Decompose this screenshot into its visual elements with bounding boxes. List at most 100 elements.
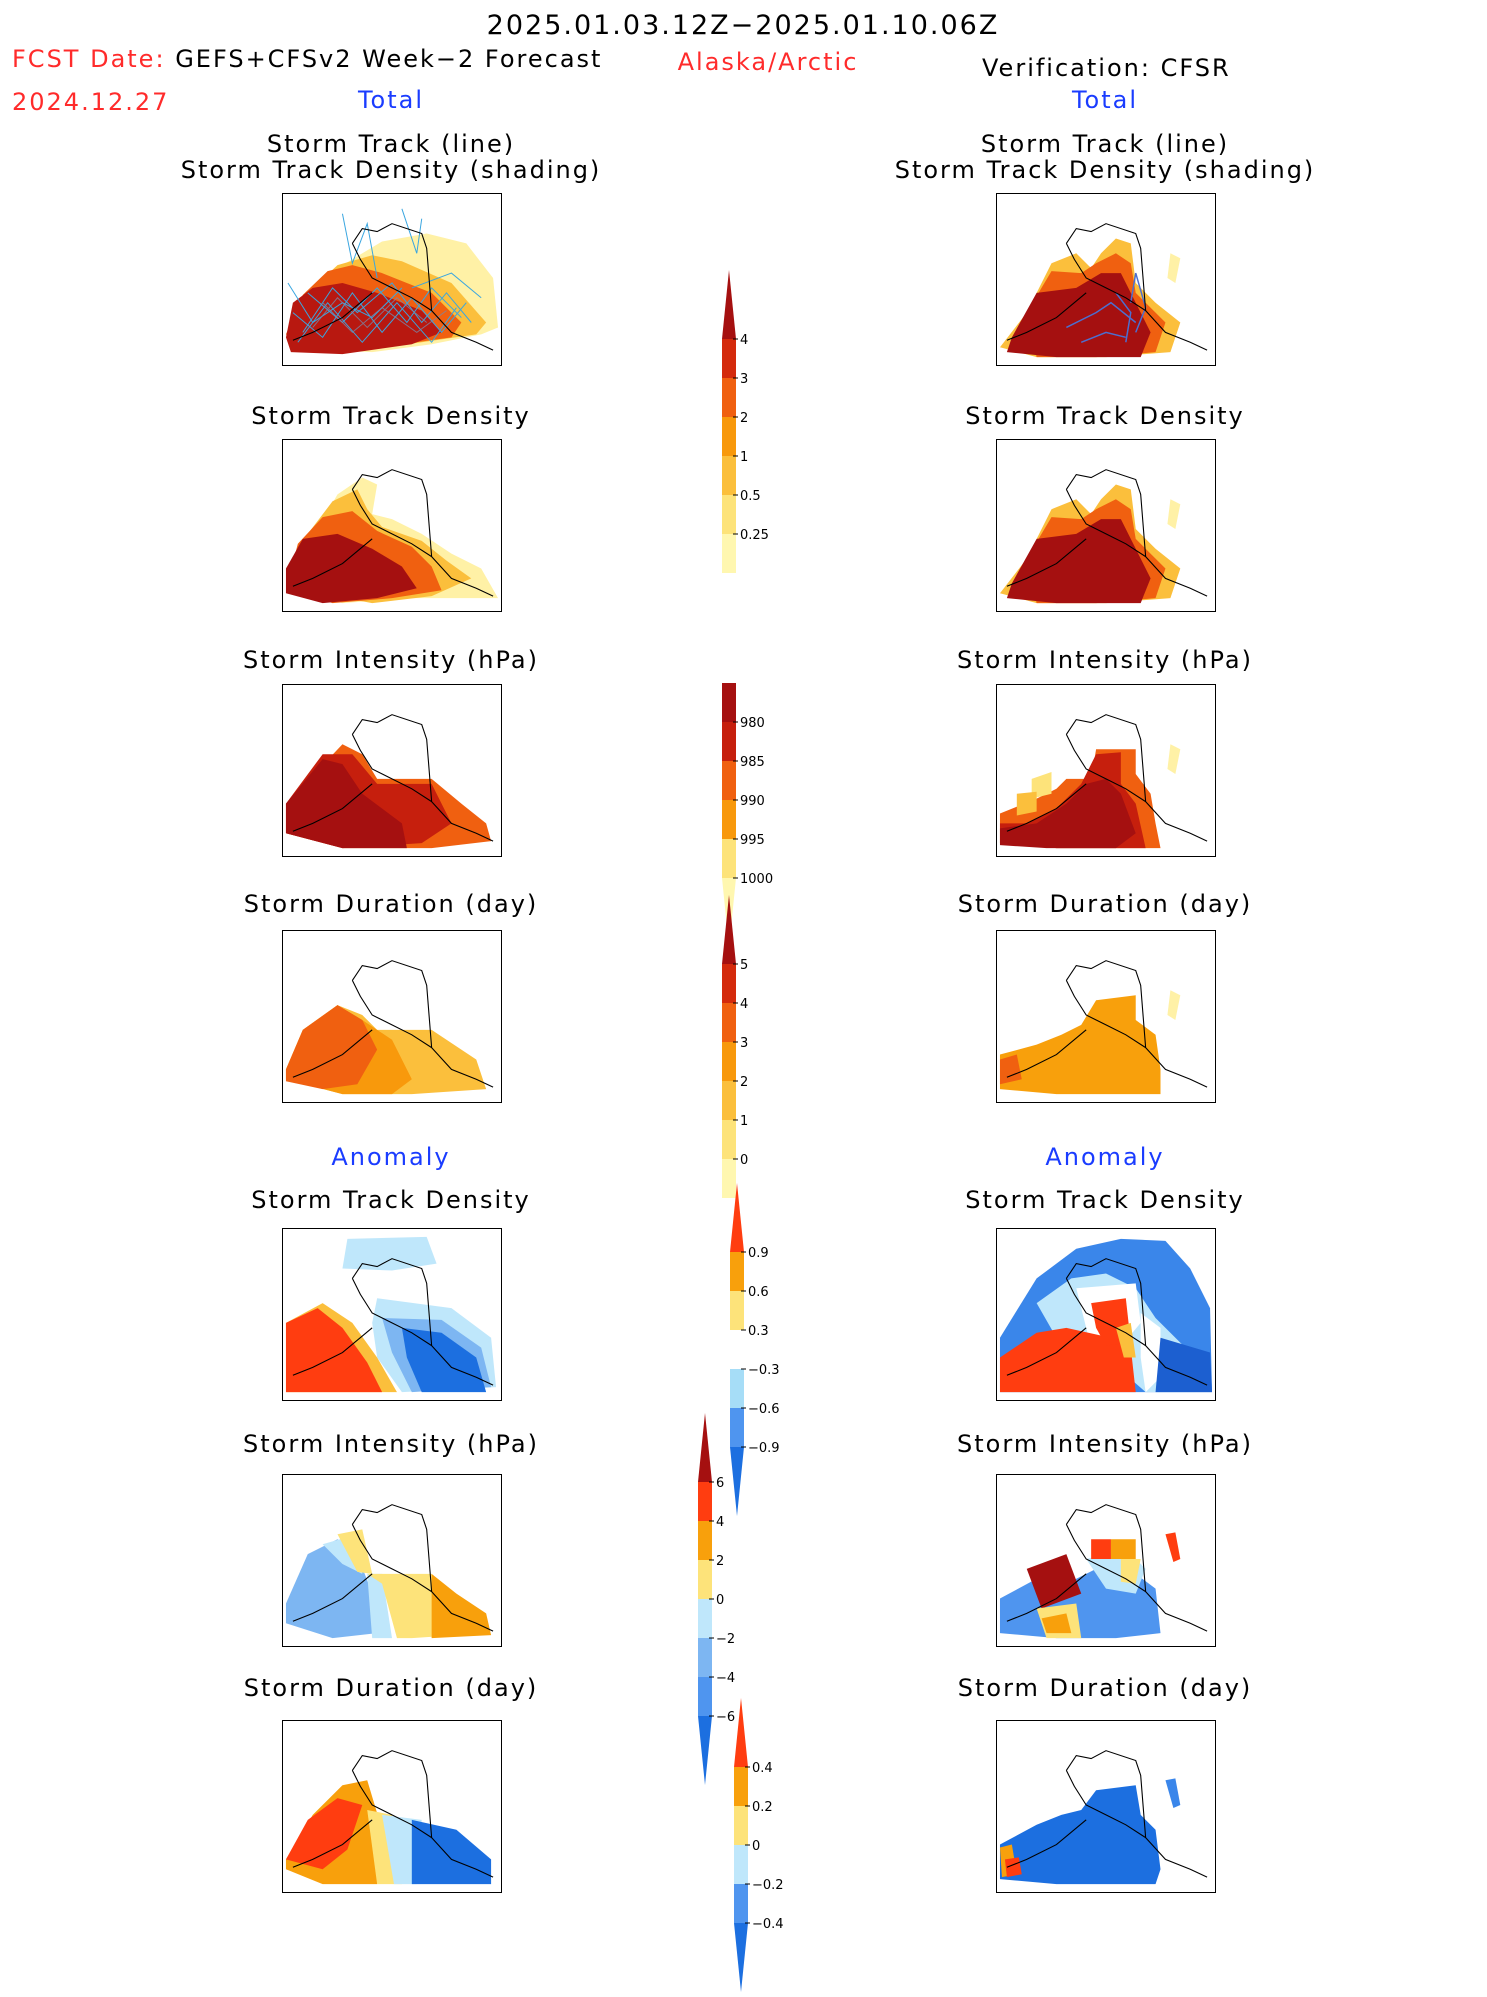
anomaly-label-right: Anomaly [1045,1143,1165,1171]
colorbar-segment [698,1716,712,1785]
colorbar-tick-label: 990 [740,794,765,809]
colorbar-segment [722,761,736,800]
colorbar-segment [722,839,736,878]
verification-label: Verification: CFSR [982,54,1231,82]
title-density-right: Storm Track Density [965,402,1245,430]
colorbar-tick-label: 6 [716,1476,724,1491]
fcst-label: FCST Date: [12,45,166,73]
colorbar-tick-label: 1 [740,450,748,465]
map-fcst-density [282,439,502,612]
title-anom-density-right: Storm Track Density [965,1186,1245,1214]
colorbar-segment [734,1884,748,1923]
colorbar-segment [722,1159,736,1198]
colorbar-tick-label: 0.5 [740,489,761,504]
period-title: 2025.01.03.12Z−2025.01.10.06Z [486,10,1000,41]
map-fcst-anom-intensity [282,1474,502,1647]
title-track-line-left: Storm Track (line) [266,130,516,158]
colorbar-segment [734,1698,748,1767]
colorbar-segment [734,1806,748,1845]
anomaly-label-left: Anomaly [331,1143,451,1171]
title-anom-duration-right: Storm Duration (day) [957,1674,1253,1702]
colorbar-svg: 980 985 990 995 1000 [722,683,773,947]
map-fcst-anom-density [282,1228,502,1401]
colorbar-tick-label: −0.9 [748,1441,780,1456]
map-fcst-intensity [282,684,502,857]
colorbar-tick-label: 0 [740,1153,748,1168]
colorbar-segment [722,895,736,964]
colorbar-segment [698,1521,712,1560]
colorbar-segment [722,800,736,839]
colorbar-tick-label: 2 [740,1075,748,1090]
colorbar-segment [722,1042,736,1081]
colorbar-tick-label: 1 [740,1114,748,1129]
title-anom-intensity-left: Storm Intensity (hPa) [243,1430,539,1458]
colorbar-segment [698,1560,712,1599]
title-track-line-right: Storm Track (line) [980,130,1230,158]
colorbar-segment [698,1677,712,1716]
colorbar-segment [734,1767,748,1806]
colorbar-segment [734,1923,748,1992]
colorbar-tick-label: 0.2 [752,1800,773,1815]
colorbar-tick-label: −4 [716,1671,735,1686]
colorbar-tick-label: 0.4 [752,1761,773,1776]
colorbar-segment [698,1482,712,1521]
colorbar-tick-label: 0.3 [748,1324,769,1339]
title-anom-duration-left: Storm Duration (day) [243,1674,539,1702]
colorbar-intensity-total: 980 985 990 995 1000 [722,648,792,952]
colorbar-segment [730,1330,744,1369]
colorbar-segment [698,1599,712,1638]
colorbar-segment [730,1183,744,1252]
colorbar-tick-label: 2 [716,1554,724,1569]
total-label-right: Total [1071,86,1139,114]
colorbar-duration-total: 5 4 3 2 1 0 [722,890,792,1233]
colorbar-tick-label: 985 [740,755,765,770]
title-anom-density-left: Storm Track Density [251,1186,531,1214]
map-fcst-duration [282,930,502,1103]
colorbar-density-anom: 0.9 0.6 0.3 −0.3 −0.6 −0.9 [730,1178,800,1521]
colorbar-tick-label: 3 [740,1036,748,1051]
colorbar-tick-label: −0.6 [748,1402,780,1417]
colorbar-tick-label: 0 [716,1593,724,1608]
colorbar-svg: 0.9 0.6 0.3 −0.3 −0.6 −0.9 [730,1183,780,1516]
map-fcst-track [282,193,502,366]
colorbar-tick-label: 0 [752,1839,760,1854]
colorbar-segment [722,378,736,417]
title-track-shading-right: Storm Track Density (shading) [894,156,1316,184]
colorbar-tick-label: 980 [740,716,765,731]
colorbar-tick-label: 995 [740,833,765,848]
colorbar-duration-anom: 0.4 0.2 0 −0.2 −0.4 [734,1693,804,1997]
colorbar-tick-label: 4 [740,997,748,1012]
colorbar-tick-label: 1000 [740,872,773,887]
title-intensity-right: Storm Intensity (hPa) [957,646,1253,674]
colorbar-svg: 6 4 2 0 −2 −4 −6 [698,1413,735,1785]
colorbar-segment [722,1003,736,1042]
colorbar-segment [730,1252,744,1291]
colorbar-segment [734,1845,748,1884]
colorbar-segment [722,270,736,339]
fcst-model: GEFS+CFSv2 Week−2 Forecast [175,45,603,73]
colorbar-segment [722,456,736,495]
colorbar-tick-label: 0.6 [748,1285,769,1300]
colorbar-tick-label: −0.3 [748,1363,780,1378]
colorbar-segment [722,495,736,534]
colorbar-segment [698,1413,712,1482]
colorbar-tick-label: 0.9 [748,1246,769,1261]
colorbar-svg: 0.40.20−0.2−0.4 [734,1698,784,1992]
colorbar-intensity-anom: 6 4 2 0 −2 −4 −6 [698,1408,768,1790]
title-duration-left: Storm Duration (day) [243,890,539,918]
colorbar-density-total: 4 3 2 1 0.5 0.25 [722,265,792,608]
colorbar-tick-label: 3 [740,372,748,387]
colorbar-segment [730,1369,744,1408]
colorbar-segment [722,1081,736,1120]
colorbar-segment [722,534,736,573]
colorbar-segment [730,1447,744,1516]
colorbar-tick-label: 5 [740,958,748,973]
colorbar-tick-label: −6 [716,1710,735,1725]
colorbar-segment [730,1291,744,1330]
colorbar-svg: 4 3 2 1 0.5 0.25 [722,270,769,573]
colorbar-segment [722,722,736,761]
map-obs-track [996,193,1216,366]
colorbar-tick-label: 2 [740,411,748,426]
colorbar-tick-label: 4 [740,333,748,348]
colorbar-segment [722,1120,736,1159]
